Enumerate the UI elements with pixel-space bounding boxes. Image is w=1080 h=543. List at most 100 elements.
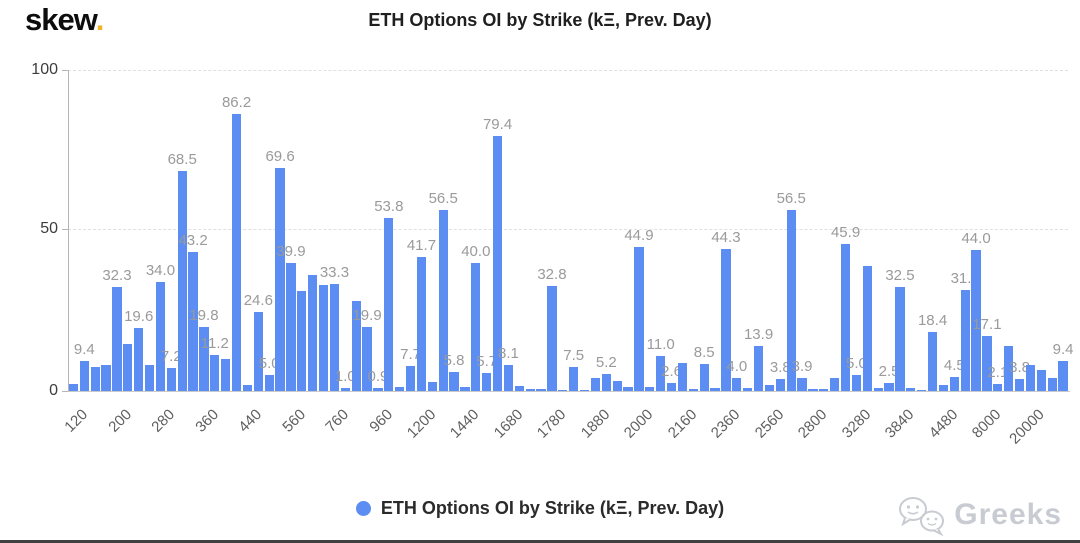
bar-value-label: 13.9 [743, 326, 774, 343]
bar-slot [68, 70, 79, 391]
bar-slot: 7.2 [161, 70, 182, 391]
bar-slot [612, 70, 623, 391]
bar-slot: 8.1 [498, 70, 519, 391]
bar-slot [862, 70, 873, 391]
bar [971, 250, 981, 391]
bar-slot: 43.2 [178, 70, 208, 391]
bar [732, 378, 742, 391]
bar [177, 171, 187, 391]
bar-slot: 33.3 [320, 70, 349, 391]
bar [253, 312, 263, 391]
bar [721, 249, 731, 391]
bar [753, 346, 764, 391]
bar-value-label: 3.8 [769, 359, 791, 376]
y-axis-label-100: 100 [31, 61, 58, 78]
bar-slot [916, 70, 927, 391]
bar [438, 210, 448, 391]
y-axis-line [68, 70, 69, 391]
bar [666, 383, 677, 391]
x-tick-label: 2000 [621, 406, 657, 442]
bar [514, 386, 524, 391]
bar-value-label: 19.6 [124, 308, 154, 325]
bar-value-label: 32.5 [885, 267, 915, 284]
bar [329, 284, 340, 391]
x-tick-label: 440 [235, 406, 266, 436]
bar-slot [808, 70, 819, 391]
bar-series: 9.4 32.3 19.6 34.0 7.2 68.5 43.2 19.8 11.2 86.2 24… [68, 70, 1073, 391]
bar [743, 388, 753, 391]
bar [851, 375, 862, 391]
bar-value-label: 34.0 [145, 262, 176, 279]
bar-value-label: 4.0 [726, 358, 748, 375]
bar-value-label: 2.6 [661, 363, 682, 380]
x-tick-label: 360 [192, 406, 222, 436]
bar-value-label: 17.1 [972, 316, 1002, 333]
bar-value-label: 18.4 [917, 312, 948, 329]
bar-slot [1003, 70, 1014, 391]
bar-slot: 19.9 [352, 70, 382, 391]
bar [351, 301, 361, 391]
x-tick-label: 2360 [708, 406, 744, 442]
bar-slot: 11.2 [201, 70, 229, 391]
bar [623, 387, 633, 391]
bar-slot: 34.0 [146, 70, 175, 391]
bar [460, 387, 470, 391]
bar-slot: 45.9 [831, 70, 860, 391]
bar-slot [514, 70, 525, 391]
bar-slot: 41.7 [407, 70, 436, 391]
bar [112, 287, 122, 391]
bar-slot: 4.0 [726, 70, 747, 391]
bar-slot [557, 70, 568, 391]
bar-slot: 3.8 [1009, 70, 1030, 391]
bar-slot [220, 70, 231, 391]
bar [449, 372, 459, 391]
bar [1047, 378, 1057, 391]
bar-value-label: 7.5 [563, 347, 585, 364]
x-tick-label: 4480 [925, 406, 962, 442]
bar-slot: 69.6 [265, 70, 295, 391]
bar-value-label: 11.2 [200, 335, 229, 352]
bar-slot: 5.0 [846, 70, 867, 391]
bar [123, 344, 133, 391]
bar [492, 136, 503, 391]
bar-value-label: 53.8 [374, 198, 404, 215]
bar-slot [307, 70, 318, 391]
bar [612, 381, 622, 391]
bar-slot [101, 70, 112, 391]
bar-slot: 7.5 [563, 70, 584, 391]
bar-value-label: 7.7 [400, 346, 421, 363]
bar [601, 374, 611, 391]
bar [949, 377, 959, 391]
bar [231, 114, 242, 391]
bar-value-label: 32.8 [537, 266, 567, 283]
bar-value-label: 5.2 [595, 354, 617, 371]
bar [221, 359, 231, 391]
bar-slot: 32.8 [537, 70, 567, 391]
bar [1025, 365, 1036, 391]
x-tick-label: 8000 [968, 406, 1005, 442]
bar-value-label: 5.0 [846, 355, 867, 372]
bar-slot [829, 70, 840, 391]
bar-slot: 11.0 [647, 70, 675, 391]
bar-slot [710, 70, 721, 391]
bar [569, 367, 579, 391]
bar-slot [623, 70, 634, 391]
bar [503, 365, 514, 391]
bar-value-label: 11.0 [646, 336, 675, 353]
bar-value-label: 5.8 [443, 352, 465, 369]
bar [144, 365, 155, 391]
bar-slot: 5.7 [476, 70, 497, 391]
bar [90, 367, 100, 391]
bar [786, 210, 796, 391]
legend[interactable]: ETH Options OI by Strike (kΞ, Prev. Day) [0, 498, 1080, 519]
bar-slot [90, 70, 101, 391]
bar [895, 287, 905, 391]
bar [775, 379, 785, 391]
bar-slot [1047, 70, 1058, 391]
bar-value-label: 43.2 [178, 232, 208, 249]
bar-slot [460, 70, 471, 391]
bar [917, 390, 927, 391]
bar-slot: 2.6 [661, 70, 682, 391]
bar-slot: 7.7 [400, 70, 421, 391]
bar [264, 375, 274, 391]
